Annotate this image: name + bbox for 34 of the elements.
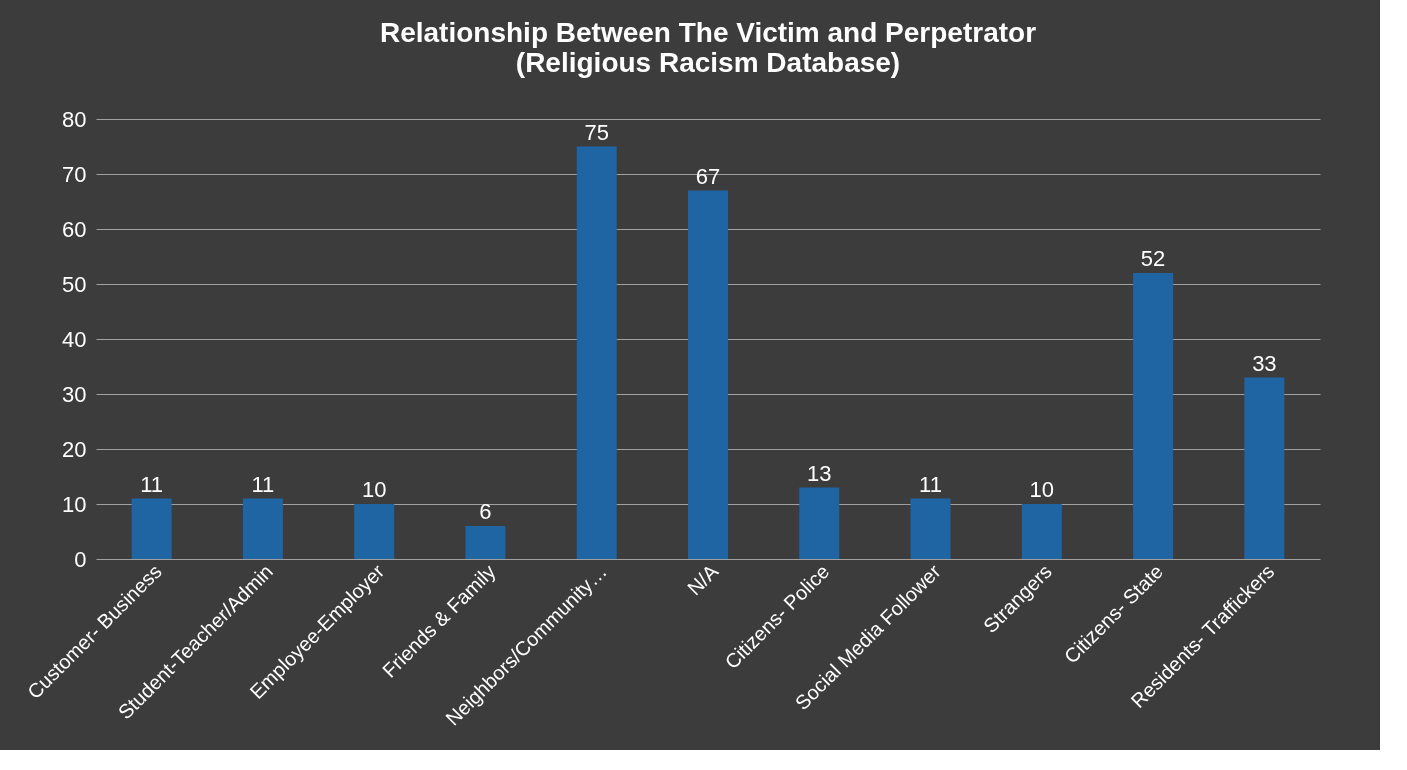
y-tick-label: 50 xyxy=(62,271,87,297)
bar xyxy=(799,487,840,559)
y-tick-label: 70 xyxy=(62,161,87,187)
bar xyxy=(465,526,506,559)
bar xyxy=(242,498,283,559)
data-label: 11 xyxy=(140,471,164,497)
y-tick-label: 0 xyxy=(74,546,87,572)
bar xyxy=(1133,273,1174,559)
data-label: 67 xyxy=(695,163,721,189)
y-tick-label: 60 xyxy=(62,216,87,242)
y-tick-label: 10 xyxy=(62,491,87,517)
y-tick-label: 40 xyxy=(62,326,87,352)
text: Relationship Between The Victim and Perpetrator xyxy=(379,17,1037,48)
bar xyxy=(910,498,951,559)
data-label: 11 xyxy=(919,471,942,497)
text: (Religious Racism Database) xyxy=(515,47,901,78)
x-tick-label: N/A xyxy=(683,559,723,600)
y-tick-label: 20 xyxy=(62,436,87,462)
data-label: 10 xyxy=(1029,477,1055,502)
bar xyxy=(688,190,728,559)
data-label: 6 xyxy=(479,499,492,524)
y-tick-label: 80 xyxy=(62,106,87,132)
data-label: 13 xyxy=(807,460,832,486)
bar xyxy=(576,146,617,559)
data-label: 11 xyxy=(251,471,275,497)
bar xyxy=(354,504,395,559)
data-label: 52 xyxy=(1140,246,1166,271)
data-label: 75 xyxy=(584,119,609,145)
data-label: 33 xyxy=(1252,350,1277,376)
y-tick-label: 30 xyxy=(62,381,87,407)
bar xyxy=(1244,377,1285,559)
bar xyxy=(131,498,172,559)
bar xyxy=(1021,504,1062,559)
data-label: 10 xyxy=(361,477,387,502)
